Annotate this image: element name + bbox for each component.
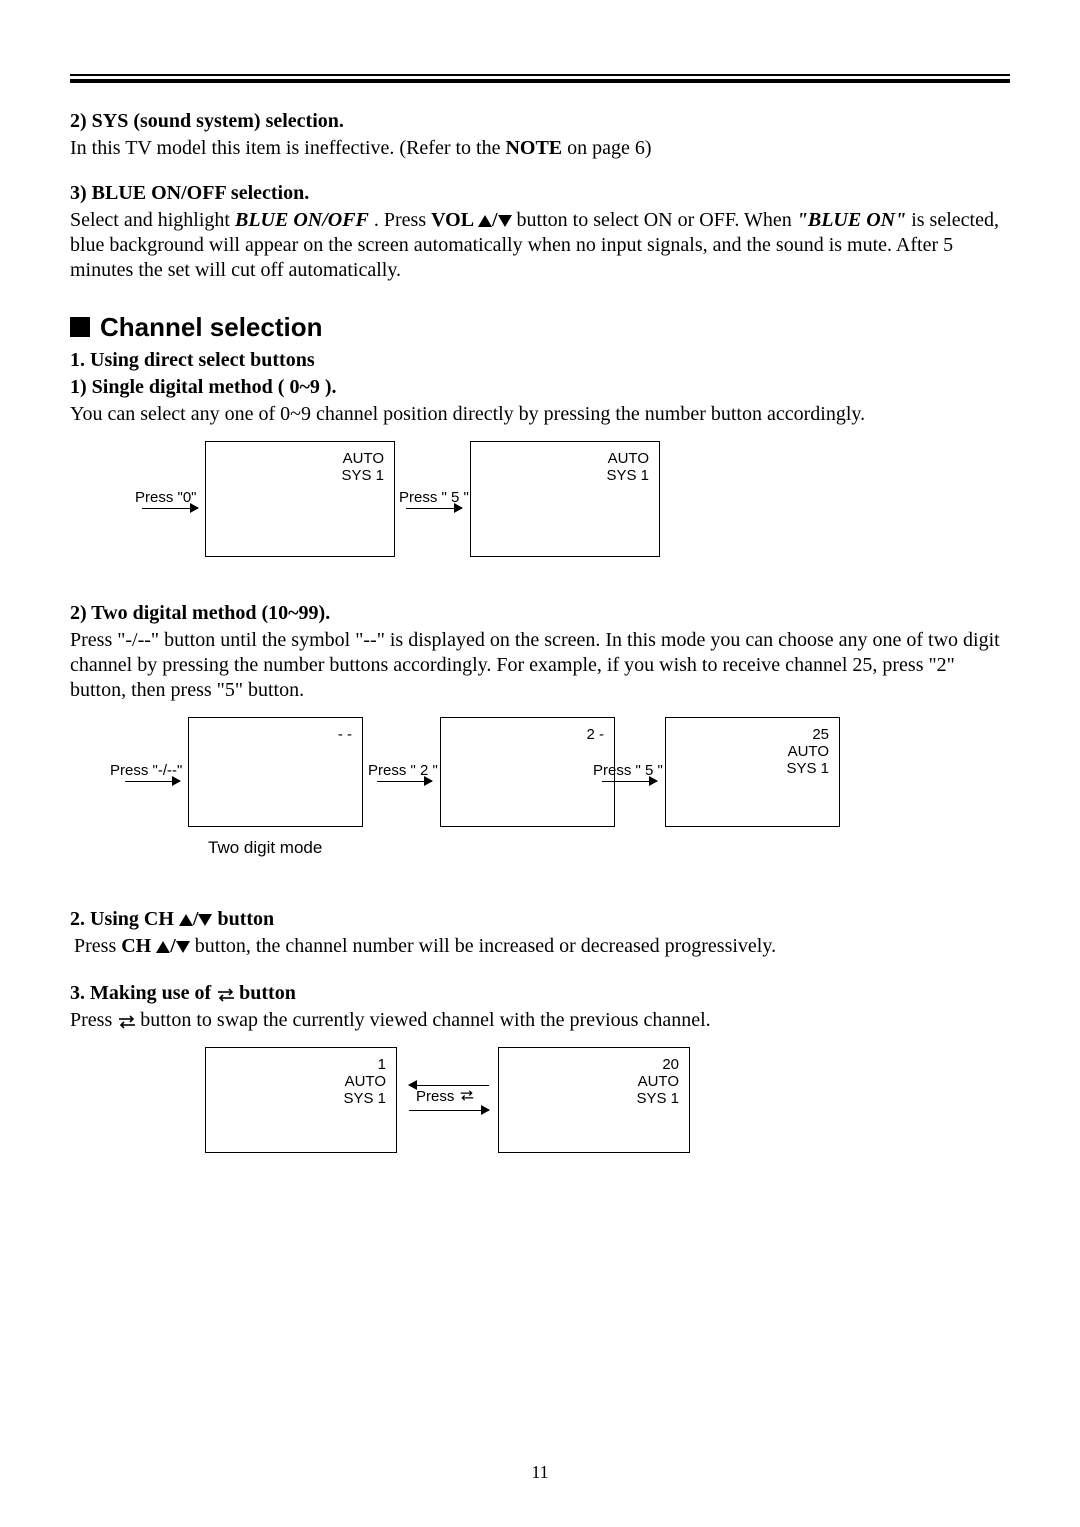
tv-screen-box: 1 AUTO SYS 1	[205, 1047, 397, 1153]
section-sys: 2) SYS (sound system) selection. In this…	[70, 109, 1010, 161]
tv-screen-box: 20 AUTO SYS 1	[498, 1047, 690, 1153]
arrow-right-icon	[409, 1110, 489, 1111]
sub1a-heading: 1) Single digital method ( 0~9 ).	[70, 375, 1010, 400]
sys-text: In this TV model this item is ineffectiv…	[70, 136, 1010, 161]
diagram-two-digit: - -2 -25 AUTO SYS 1Press "-/--"Press " 2…	[70, 717, 1010, 877]
channel-selection-heading: Channel selection	[70, 311, 1010, 344]
triangle-up-icon	[179, 914, 193, 926]
diagram-label: Two digit mode	[208, 837, 322, 858]
tv-screen-box: 2 -	[440, 717, 615, 827]
tv-screen-text: AUTO SYS 1	[606, 450, 649, 485]
blue-text: Select and highlight BLUE ON/OFF . Press…	[70, 208, 1010, 283]
sys-title: 2) SYS (sound system) selection.	[70, 109, 1010, 134]
sub1-heading: 1. Using direct select buttons	[70, 348, 1010, 373]
tv-screen-text: AUTO SYS 1	[341, 450, 384, 485]
triangle-down-icon	[498, 215, 512, 227]
arrow-left-icon	[409, 1085, 489, 1086]
sub1a-text: You can select any one of 0~9 channel po…	[70, 402, 1010, 427]
sub3-text: Press button to swap the currently viewe…	[70, 1008, 1010, 1033]
sub3-heading: 3. Making use of button	[70, 981, 1010, 1006]
sub2-text: Press CH / button, the channel number wi…	[74, 934, 1010, 959]
triangle-down-icon	[176, 941, 190, 953]
tv-screen-box: AUTO SYS 1	[205, 441, 395, 557]
swap-icon	[459, 1090, 477, 1102]
triangle-up-icon	[478, 215, 492, 227]
arrow-right-icon	[406, 508, 462, 509]
square-bullet-icon	[70, 317, 90, 337]
swap-icon	[216, 988, 234, 1000]
sub1b-text: Press "-/--" button until the symbol "--…	[70, 628, 1010, 703]
tv-screen-text: 20 AUTO SYS 1	[636, 1056, 679, 1108]
arrow-right-icon	[125, 781, 180, 782]
blue-title: 3) BLUE ON/OFF selection.	[70, 181, 1010, 206]
tv-screen-box: AUTO SYS 1	[470, 441, 660, 557]
arrow-right-icon	[142, 508, 198, 509]
diagram-swap: 1 AUTO SYS 1 20 AUTO SYS 1 Press	[70, 1047, 1010, 1171]
tv-screen-text: 1 AUTO SYS 1	[343, 1056, 386, 1108]
arrow-right-icon	[602, 781, 657, 782]
arrow-right-icon	[377, 781, 432, 782]
sub1b-heading: 2) Two digital method (10~99).	[70, 601, 1010, 626]
sub2-heading: 2. Using CH / button	[70, 907, 1010, 932]
page-number: 11	[0, 1461, 1080, 1484]
diagram-label: Press	[416, 1088, 477, 1107]
double-rule	[70, 74, 1010, 83]
section-blue: 3) BLUE ON/OFF selection. Select and hig…	[70, 181, 1010, 283]
triangle-down-icon	[198, 914, 212, 926]
tv-screen-text: 25 AUTO SYS 1	[786, 726, 829, 778]
swap-icon	[117, 1015, 135, 1027]
diagram-single-digit: AUTO SYS 1AUTO SYS 1Press "0"Press " 5 "	[70, 441, 1010, 571]
triangle-up-icon	[156, 941, 170, 953]
diagram-label: Press "0"	[135, 489, 197, 508]
tv-screen-box: 25 AUTO SYS 1	[665, 717, 840, 827]
tv-screen-text: - -	[338, 726, 352, 743]
tv-screen-text: 2 -	[586, 726, 604, 743]
tv-screen-box: - -	[188, 717, 363, 827]
